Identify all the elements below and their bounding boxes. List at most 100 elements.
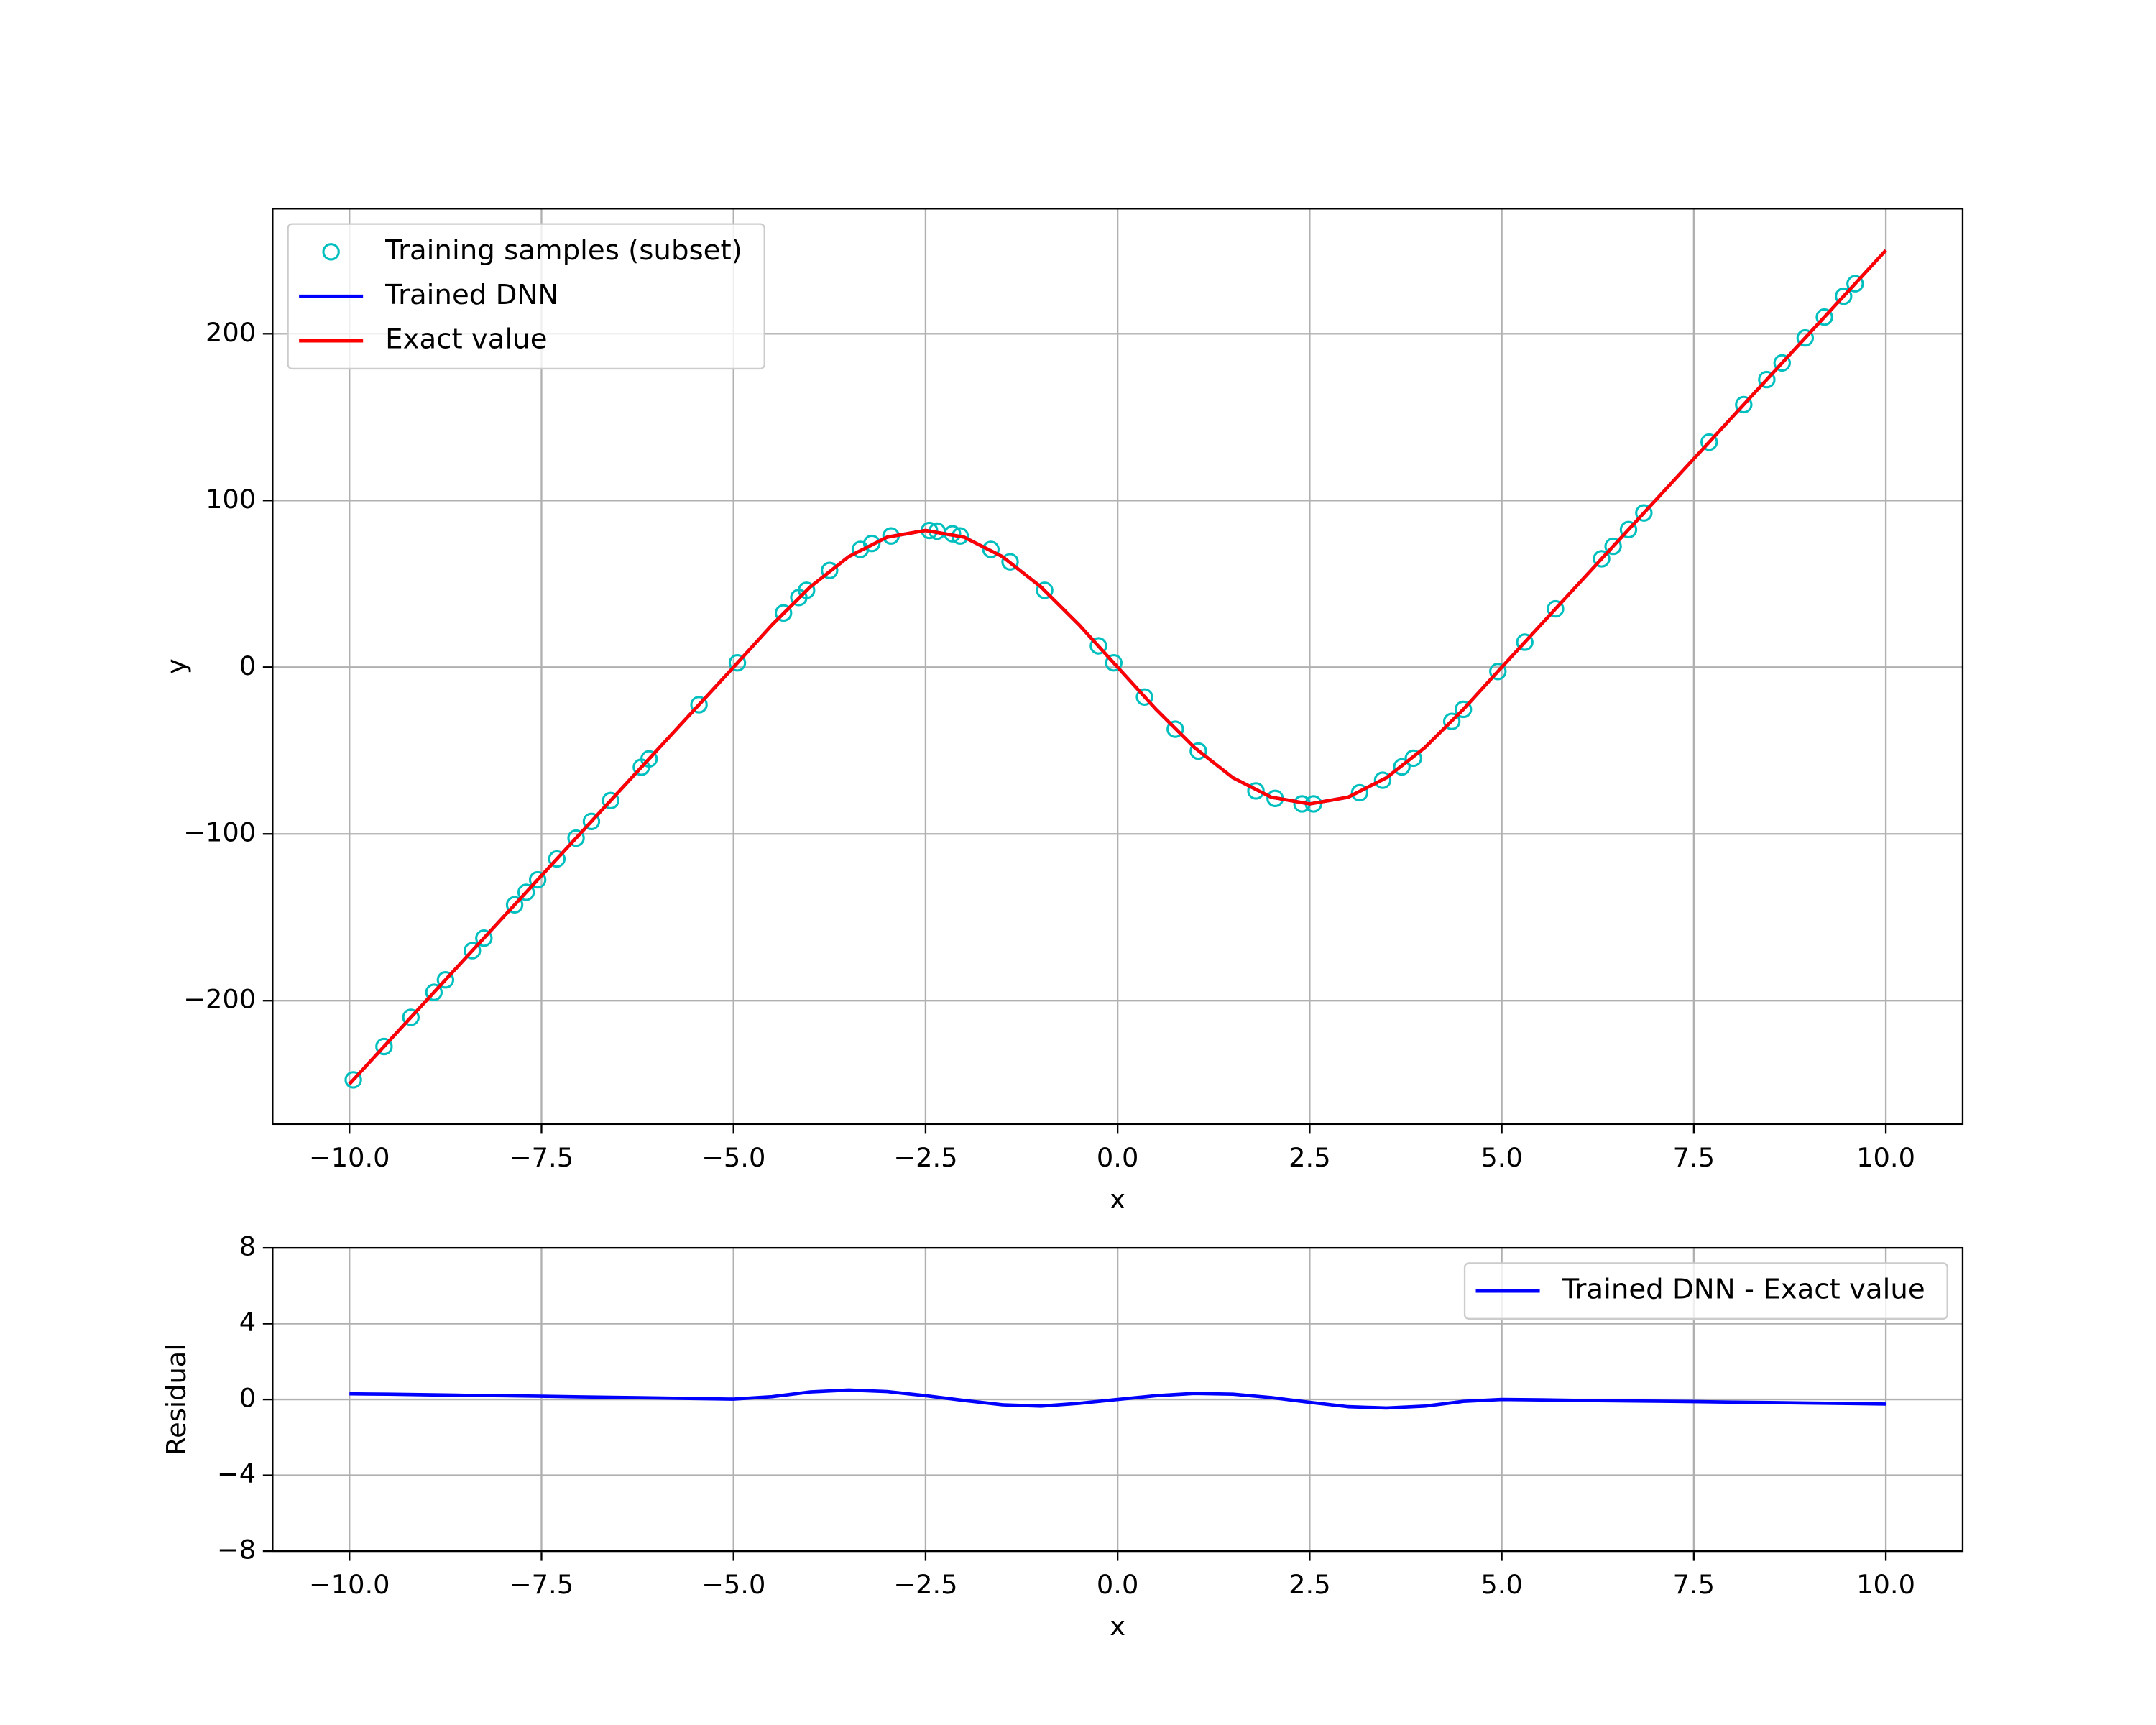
sample-marker bbox=[344, 1071, 362, 1089]
y-tick-label: 200 bbox=[206, 317, 256, 348]
y-tick-label: 8 bbox=[239, 1231, 256, 1262]
y-tick-label: −100 bbox=[183, 817, 256, 848]
x-tick-label: −10.0 bbox=[309, 1142, 390, 1173]
axes-frame bbox=[272, 1246, 1964, 1552]
sample-marker bbox=[375, 1037, 393, 1056]
series-line bbox=[348, 249, 1887, 1085]
sample-marker bbox=[1773, 354, 1791, 372]
sample-marker bbox=[425, 983, 443, 1001]
x-tick-label: 0.0 bbox=[1097, 1142, 1138, 1173]
sample-marker bbox=[1166, 720, 1184, 738]
series-group bbox=[344, 249, 1887, 1089]
sample-marker bbox=[774, 604, 793, 622]
sample-marker bbox=[1796, 328, 1815, 347]
x-tick-label: −5.0 bbox=[701, 1142, 765, 1173]
sample-marker bbox=[798, 581, 816, 599]
sample-marker bbox=[1489, 663, 1507, 681]
sample-marker bbox=[505, 896, 524, 914]
x-tick-label: −7.5 bbox=[510, 1569, 573, 1600]
y-tick-label: −200 bbox=[183, 984, 256, 1015]
sample-marker bbox=[582, 812, 601, 831]
sample-marker bbox=[464, 942, 482, 960]
legend-box bbox=[1463, 1262, 1948, 1320]
sample-marker bbox=[1247, 782, 1265, 800]
sample-marker bbox=[862, 534, 881, 553]
x-tick-label: 10.0 bbox=[1856, 1142, 1915, 1173]
sample-marker bbox=[1700, 433, 1718, 451]
x-tick-label: −2.5 bbox=[893, 1569, 957, 1600]
sample-marker bbox=[548, 850, 566, 868]
sample-marker bbox=[1547, 599, 1565, 618]
x-tick-label: 5.0 bbox=[1480, 1569, 1522, 1600]
sample-marker bbox=[690, 696, 708, 714]
sample-marker bbox=[436, 971, 455, 989]
sample-marker bbox=[475, 929, 493, 947]
legend-box bbox=[287, 223, 765, 370]
legend-label: Trained DNN bbox=[384, 279, 558, 311]
series-line bbox=[349, 1388, 1886, 1410]
sample-marker bbox=[1815, 308, 1833, 326]
sample-marker bbox=[1189, 742, 1207, 760]
sample-marker bbox=[1835, 287, 1853, 305]
sample-marker bbox=[1135, 688, 1153, 706]
sample-marker bbox=[1105, 654, 1123, 672]
x-tick-label: 7.5 bbox=[1673, 1142, 1715, 1173]
y-tick-label: −8 bbox=[217, 1535, 256, 1565]
x-tick-label: 2.5 bbox=[1289, 1569, 1330, 1600]
x-tick-label: 2.5 bbox=[1289, 1142, 1330, 1173]
y-axis-label: Residual bbox=[161, 1343, 192, 1455]
x-tick-label: 5.0 bbox=[1480, 1142, 1522, 1173]
plot-area: −10.0 −7.5 −5.0 −2.5 0.0 2.5 5.0 7.5 10.0 −200 −10… bbox=[161, 208, 1964, 1215]
series-group bbox=[349, 1388, 1886, 1410]
sample-marker bbox=[1442, 712, 1461, 730]
sample-marker bbox=[528, 870, 547, 889]
sample-marker bbox=[1350, 783, 1369, 802]
x-tick-label: −10.0 bbox=[309, 1569, 390, 1600]
y-tick-label: 4 bbox=[239, 1307, 256, 1338]
x-tick-label: −2.5 bbox=[893, 1142, 957, 1173]
sample-marker bbox=[517, 883, 535, 901]
sample-marker bbox=[1735, 395, 1753, 414]
sample-marker bbox=[1393, 758, 1411, 776]
legend: Training samples (subset) Trained DNN Exac… bbox=[287, 223, 765, 370]
sample-marker bbox=[1089, 637, 1107, 655]
legend: Trained DNN - Exact value bbox=[1463, 1262, 1948, 1320]
sample-marker bbox=[1001, 553, 1019, 571]
sample-marker bbox=[982, 540, 1000, 558]
sample-marker bbox=[1454, 700, 1473, 719]
y-tick-label: 0 bbox=[239, 1383, 256, 1414]
x-axis-label: x bbox=[1110, 1184, 1125, 1215]
sample-marker bbox=[1619, 520, 1638, 539]
y-axis-label: y bbox=[161, 658, 192, 674]
sample-marker bbox=[640, 750, 658, 768]
sample-marker bbox=[728, 654, 747, 672]
y-tick-label: 100 bbox=[206, 484, 256, 515]
sample-marker bbox=[1635, 504, 1653, 522]
sample-marker bbox=[1404, 749, 1422, 768]
sample-marker bbox=[402, 1008, 420, 1026]
axes-frame bbox=[272, 208, 1964, 1126]
x-tick-label: 10.0 bbox=[1856, 1569, 1915, 1600]
sample-marker bbox=[1604, 537, 1622, 556]
sample-marker bbox=[821, 561, 839, 579]
x-tick-label: 0.0 bbox=[1097, 1569, 1138, 1600]
plot-area: −10.0 −7.5 −5.0 −2.5 0.0 2.5 5.0 7.5 10.0 −8 −4 0 4 8… bbox=[161, 1231, 1964, 1642]
legend-label: Training samples (subset) bbox=[384, 234, 742, 267]
x-tick-label: −7.5 bbox=[510, 1142, 573, 1173]
sample-marker bbox=[567, 829, 585, 847]
sample-marker bbox=[1846, 275, 1864, 293]
sample-marker bbox=[1036, 581, 1054, 599]
sample-marker bbox=[1758, 370, 1776, 389]
sample-marker bbox=[1373, 771, 1392, 789]
y-tick-label: 0 bbox=[239, 650, 256, 681]
sample-marker bbox=[1516, 633, 1534, 651]
legend-label: Exact value bbox=[385, 323, 547, 356]
x-axis-label: x bbox=[1110, 1611, 1125, 1642]
x-tick-label: 7.5 bbox=[1673, 1569, 1715, 1600]
sample-marker bbox=[1593, 550, 1611, 568]
sample-marker bbox=[602, 791, 619, 810]
legend-label: Trained DNN - Exact value bbox=[1562, 1274, 1925, 1306]
y-tick-label: −4 bbox=[217, 1458, 256, 1489]
